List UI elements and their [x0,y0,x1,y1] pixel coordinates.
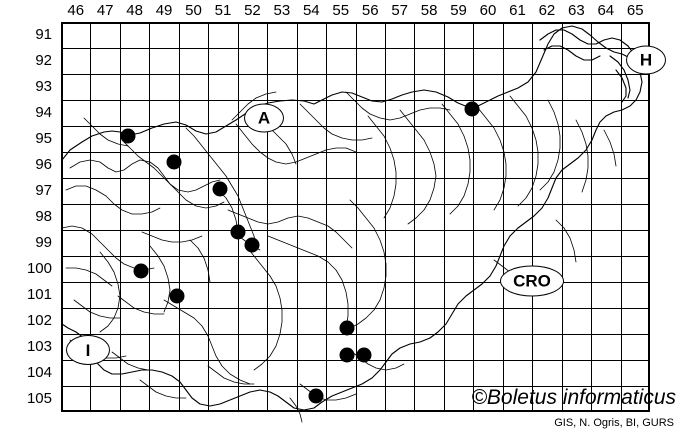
y-axis-tick-105: 105 [26,390,52,407]
grid-line-vertical [473,22,474,412]
grid-line-horizontal [61,74,650,75]
grid-line-vertical [120,22,121,412]
map-grid [61,22,650,412]
grid-line-horizontal [61,100,650,101]
grid-line-horizontal [61,152,650,153]
occurrence-dot [339,320,355,336]
grid-line-vertical [297,22,298,412]
grid-line-vertical [444,22,445,412]
x-axis-tick-58: 58 [420,2,438,19]
x-axis-tick-64: 64 [597,2,615,19]
y-axis-tick-92: 92 [35,52,52,69]
grid-line-vertical [385,22,386,412]
y-axis-tick-94: 94 [35,104,52,121]
grid-line-horizontal [61,126,650,127]
occurrence-dot [356,347,372,363]
y-axis-tick-98: 98 [35,208,52,225]
grid-line-vertical [503,22,504,412]
grid-line-vertical [90,22,91,412]
x-axis-tick-56: 56 [361,2,379,19]
y-axis-tick-97: 97 [35,182,52,199]
x-axis-tick-63: 63 [568,2,585,19]
grid-line-horizontal [61,360,650,361]
x-axis-tick-55: 55 [332,2,350,19]
y-axis-tick-103: 103 [26,338,52,355]
y-axis-tick-100: 100 [26,260,52,277]
x-axis-tick-52: 52 [244,2,261,19]
grid-line-vertical [591,22,592,412]
y-axis-tick-99: 99 [35,234,52,251]
grid-line-horizontal [61,230,650,231]
source-credit-text: GIS, N. Ogris, BI, GURS [554,417,674,429]
region-label-cro: CRO [500,265,564,297]
y-axis-tick-104: 104 [26,364,52,381]
occurrence-dot [120,128,136,144]
y-axis-tick-93: 93 [35,78,52,95]
grid-line-vertical [149,22,150,412]
grid-line-horizontal [61,204,650,205]
x-axis-tick-59: 59 [450,2,467,19]
x-axis-tick-57: 57 [391,2,409,19]
occurrence-dot [166,154,182,170]
occurrence-dot [212,181,228,197]
occurrence-dot [230,224,246,240]
copyright-text: ©Boletus informaticus [471,386,676,409]
x-axis-tick-46: 46 [67,2,85,19]
grid-line-vertical [326,22,327,412]
grid-line-vertical [562,22,563,412]
occurrence-dot [244,237,260,253]
grid-line-vertical [208,22,209,412]
grid-line-horizontal [61,334,650,335]
grid-line-vertical [179,22,180,412]
x-axis-tick-48: 48 [126,2,143,19]
x-axis-tick-62: 62 [538,2,556,19]
x-axis-tick-60: 60 [479,2,497,19]
x-axis-tick-50: 50 [185,2,202,19]
grid-line-horizontal [61,48,650,49]
x-axis-tick-51: 51 [214,2,232,19]
map-grid-border [61,22,650,412]
grid-line-horizontal [61,256,650,257]
grid-line-vertical [414,22,415,412]
x-axis-tick-65: 65 [626,2,644,19]
y-axis-tick-91: 91 [35,26,52,43]
y-axis-tick-102: 102 [26,312,52,329]
y-axis-tick-95: 95 [35,130,52,147]
y-axis-tick-96: 96 [35,156,52,173]
grid-line-horizontal [61,282,650,283]
x-axis-tick-49: 49 [155,2,173,19]
grid-line-vertical [267,22,268,412]
occurrence-dot [133,263,149,279]
x-axis-tick-53: 53 [273,2,291,19]
x-axis-tick-61: 61 [509,2,526,19]
region-label-h: H [626,45,666,75]
x-axis-tick-47: 47 [96,2,114,19]
occurrence-dot [169,288,185,304]
occurrence-dot [308,388,324,404]
grid-line-vertical [356,22,357,412]
x-axis-tick-54: 54 [302,2,320,19]
grid-line-horizontal [61,308,650,309]
grid-line-horizontal [61,178,650,179]
grid-line-vertical [238,22,239,412]
region-label-a: A [244,103,284,133]
occurrence-dot [339,347,355,363]
region-label-i: I [66,335,110,365]
grid-line-vertical [621,22,622,412]
occurrence-dot [464,101,480,117]
y-axis-tick-101: 101 [26,286,52,303]
